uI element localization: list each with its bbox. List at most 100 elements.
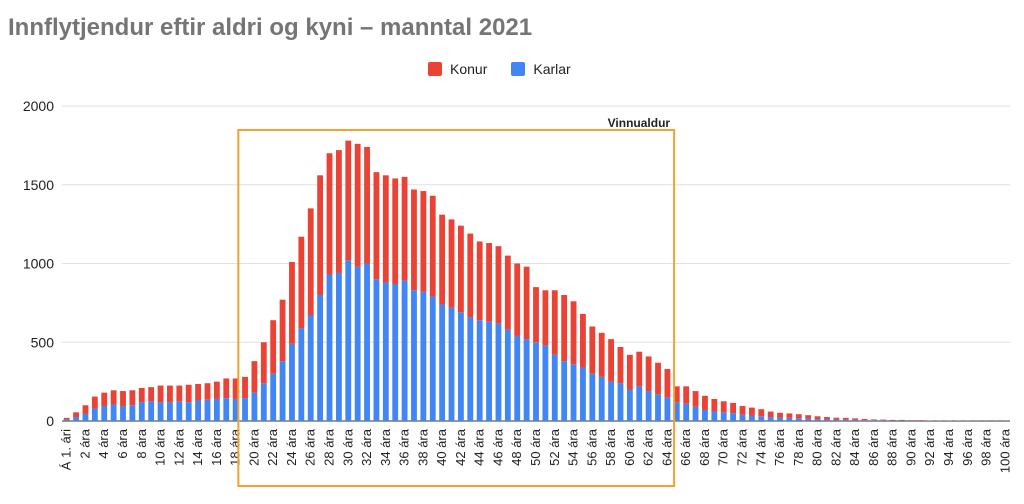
bar-karlar <box>167 402 173 421</box>
bar-konur <box>580 313 586 368</box>
bar-konur <box>542 290 549 346</box>
y-tick-label: 0 <box>46 413 54 429</box>
bar-konur <box>645 356 652 392</box>
bar-karlar <box>242 398 248 421</box>
x-tick-label: 74 ára <box>753 428 768 466</box>
bar-konur <box>842 417 849 420</box>
x-tick-label: 98 ára <box>979 428 994 466</box>
bar-konur <box>138 387 145 403</box>
bar-karlar <box>195 400 202 421</box>
bar-karlar <box>626 389 633 421</box>
bar-karlar <box>880 420 887 421</box>
x-tick-label: 38 ára <box>415 428 430 466</box>
bar-konur <box>148 387 155 402</box>
bar-karlar <box>852 419 859 421</box>
bar-karlar <box>129 405 136 421</box>
bar-konur <box>279 299 286 362</box>
bar-konur <box>317 175 324 295</box>
bar-konur <box>91 396 98 409</box>
bar-konur <box>373 172 380 280</box>
bar-karlar <box>91 408 98 421</box>
bar-karlar <box>232 398 239 421</box>
x-tick-label: 10 ára <box>153 428 168 466</box>
x-tick-label: 84 ára <box>847 428 862 466</box>
bar-karlar <box>420 291 427 421</box>
bar-karlar <box>401 280 408 421</box>
legend-swatch-konur <box>428 62 442 76</box>
x-tick-label: 54 ára <box>566 428 581 466</box>
bar-karlar <box>251 392 258 421</box>
annotation-box <box>237 129 676 487</box>
bar-konur <box>514 263 521 336</box>
bar-konur <box>870 419 877 421</box>
bar-konur <box>63 417 70 420</box>
chart-title: Innflytjendur eftir aldri og kyni – mann… <box>8 14 533 41</box>
bar-karlar <box>514 335 521 421</box>
bar-konur <box>702 395 708 410</box>
x-tick-label: 58 ára <box>603 428 618 466</box>
bar-konur <box>195 383 202 401</box>
bar-karlar <box>589 373 596 421</box>
legend-item-konur: Konur <box>428 61 487 77</box>
x-tick-label: 90 ára <box>903 428 918 466</box>
bar-konur <box>748 407 755 416</box>
bar-konur <box>260 342 267 384</box>
bar-konur <box>824 417 830 420</box>
bar-konur <box>899 419 905 421</box>
bar-karlar <box>345 260 352 421</box>
bar-karlar <box>570 364 577 421</box>
x-tick-label: 36 ára <box>397 428 412 466</box>
y-tick-label: 500 <box>31 334 55 350</box>
bar-konur <box>739 406 746 415</box>
bar-konur <box>354 143 361 267</box>
bar-konur <box>758 409 765 417</box>
bar-karlar <box>298 328 305 421</box>
legend-label-konur: Konur <box>450 61 488 77</box>
x-tick-label: 76 ára <box>772 428 787 466</box>
bar-karlar <box>777 417 783 421</box>
x-tick-label: 24 ára <box>284 428 299 466</box>
bar-karlar <box>411 290 417 421</box>
bar-konur <box>495 246 502 324</box>
legend-item-karlar: Karlar <box>511 61 571 77</box>
bar-konur <box>730 402 737 414</box>
bar-konur <box>364 146 370 264</box>
bar-karlar <box>495 323 502 421</box>
x-tick-label: 14 ára <box>190 428 205 466</box>
bar-konur <box>664 369 671 398</box>
annotation-label: Vinnualdur <box>608 116 671 130</box>
bar-konur <box>307 208 314 316</box>
x-tick-label: 2 ára <box>77 428 92 458</box>
bar-karlar <box>767 417 774 421</box>
x-tick-label: 96 ára <box>960 428 975 466</box>
bar-konur <box>551 290 558 355</box>
x-tick-label: 80 ára <box>810 428 825 466</box>
bar-konur <box>683 386 690 404</box>
y-tick-label: 1000 <box>23 256 54 272</box>
bar-karlar <box>730 413 737 421</box>
bar-karlar <box>326 274 333 421</box>
bar-karlar <box>720 412 727 421</box>
bar-konur <box>110 390 117 405</box>
y-tick-label: 1500 <box>23 177 54 193</box>
x-tick-label: 42 ára <box>453 428 468 466</box>
bar-karlar <box>504 329 511 421</box>
bar-konur <box>176 385 183 402</box>
bar-konur <box>476 241 483 321</box>
bar-karlar <box>120 406 126 421</box>
bar-konur <box>598 332 605 377</box>
bar-karlar <box>176 401 183 421</box>
chart-legend: Konur Karlar <box>428 61 595 77</box>
bar-konur <box>561 295 568 362</box>
bar-konur <box>73 412 79 418</box>
bar-karlar <box>702 409 708 421</box>
bar-karlar <box>476 320 483 421</box>
bar-konur <box>101 392 108 407</box>
bar-karlar <box>861 420 868 421</box>
bar-konur <box>486 243 492 322</box>
bar-konur <box>242 376 248 399</box>
bar-karlar <box>335 272 342 421</box>
bar-konur <box>129 390 136 406</box>
bar-konur <box>814 416 821 420</box>
bar-konur <box>777 412 783 418</box>
